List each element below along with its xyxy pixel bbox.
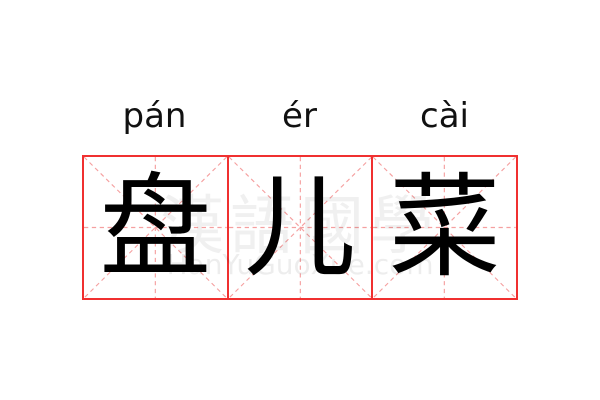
pinyin-0: pán: [122, 96, 187, 136]
guide-lines: [373, 157, 517, 298]
grid-cell: 菜: [371, 157, 517, 298]
guide-lines: [84, 157, 227, 298]
grid-cell: 儿: [226, 157, 372, 298]
hanzi-character: 盘: [99, 162, 212, 293]
pinyin-1: ér: [282, 96, 317, 136]
character-grid: 盘 儿 菜: [82, 155, 518, 300]
pinyin-2: cài: [420, 96, 469, 136]
hanzi-character: 菜: [388, 162, 501, 293]
guide-lines: [228, 157, 372, 298]
hanzi-character: 儿: [244, 162, 356, 293]
grid-cell: 盘: [84, 157, 227, 298]
